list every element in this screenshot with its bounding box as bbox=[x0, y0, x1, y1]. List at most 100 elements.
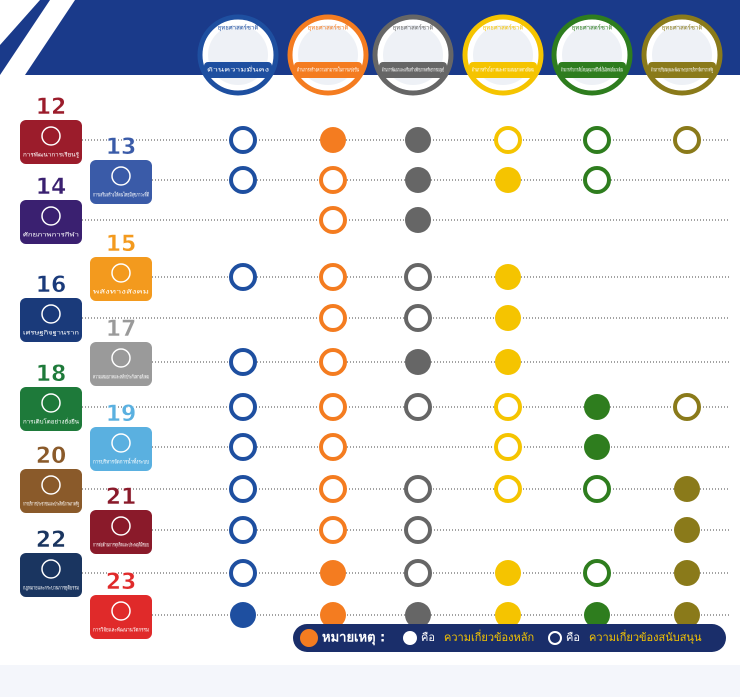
row-tile bbox=[20, 469, 82, 513]
row-number: 23 bbox=[106, 570, 137, 595]
dot-support bbox=[229, 393, 257, 421]
row-number: 20 bbox=[36, 444, 67, 469]
dot-support bbox=[319, 304, 347, 332]
row-number: 14 bbox=[36, 175, 67, 200]
dot-support bbox=[319, 166, 347, 194]
dot-main bbox=[320, 560, 346, 586]
row-icon bbox=[41, 304, 61, 324]
emblem-ribbon bbox=[204, 62, 272, 78]
dot-support bbox=[229, 126, 257, 154]
row-label: การต่อต้านการทุจริตและประพฤติมิชอบ bbox=[93, 542, 149, 549]
row-label: กฎหมายและกระบวนการยุติธรรม bbox=[23, 585, 79, 592]
row-icon bbox=[111, 263, 131, 283]
dot-support bbox=[404, 516, 432, 544]
row-tile bbox=[20, 387, 82, 431]
dot-support bbox=[404, 263, 432, 291]
dot-support bbox=[494, 475, 522, 503]
emblem-label: ด้านการพัฒนาและเสริมสร้างศักยภาพทรัพยากร… bbox=[382, 67, 444, 74]
emblem-tag: ยุทธศาสตร์ชาติ bbox=[393, 24, 434, 32]
dot-support bbox=[673, 126, 701, 154]
dot-main bbox=[495, 560, 521, 586]
dot-main bbox=[495, 305, 521, 331]
row-number: 13 bbox=[106, 135, 137, 160]
row-icon bbox=[41, 126, 61, 146]
row-label: การบริการประชาชนและประสิทธิภาพภาครัฐ bbox=[23, 501, 79, 508]
legend-main-is: คือ bbox=[421, 631, 435, 644]
dot-support bbox=[583, 126, 611, 154]
dot-support bbox=[229, 263, 257, 291]
row-label: การพัฒนาการเรียนรู้ bbox=[23, 152, 79, 159]
row-tile bbox=[20, 120, 82, 164]
header-stripe bbox=[0, 0, 40, 45]
row-tile bbox=[90, 342, 152, 386]
row-tile bbox=[20, 200, 82, 244]
dot-main bbox=[584, 602, 610, 628]
dot-support bbox=[319, 516, 347, 544]
dot-main bbox=[405, 127, 431, 153]
dot-main bbox=[230, 602, 256, 628]
row-icon bbox=[111, 601, 131, 621]
row-number: 15 bbox=[106, 232, 137, 257]
emblem-ribbon bbox=[294, 62, 362, 78]
dot-main bbox=[405, 349, 431, 375]
dot-main bbox=[674, 517, 700, 543]
emblem-label: ด้านการสร้างความสามารถในการแข่งขัน bbox=[297, 67, 359, 74]
emblem-label: ด้านความมั่นคง bbox=[207, 66, 270, 74]
row-label: การวิจัยและพัฒนานวัตกรรม bbox=[93, 627, 149, 634]
dot-support bbox=[229, 516, 257, 544]
row-icon bbox=[41, 393, 61, 413]
emblem-ribbon bbox=[558, 62, 626, 78]
dot-support bbox=[583, 475, 611, 503]
legend-bell bbox=[300, 629, 318, 647]
header-stripe bbox=[0, 0, 75, 75]
legend-box bbox=[293, 624, 726, 652]
dot-support bbox=[494, 433, 522, 461]
dot-support bbox=[229, 559, 257, 587]
emblem-tag: ยุทธศาสตร์ชาติ bbox=[308, 24, 349, 32]
row-label: พลังทางสังคม bbox=[93, 289, 150, 296]
emblem-label: ด้านการสร้างโอกาสและความเสมอภาคทางสังคม bbox=[472, 66, 534, 74]
row-number: 18 bbox=[36, 362, 67, 387]
dot-main bbox=[495, 167, 521, 193]
emblem-tag: ยุทธศาสตร์ชาติ bbox=[483, 24, 524, 32]
dot-support bbox=[404, 304, 432, 332]
row-tile bbox=[20, 553, 82, 597]
dot-support bbox=[404, 393, 432, 421]
row-icon bbox=[111, 348, 131, 368]
legend-title: หมายเหตุ : bbox=[322, 631, 385, 646]
dot-main bbox=[674, 560, 700, 586]
row-label: ศักยภาพการกีฬา bbox=[23, 232, 79, 239]
dot-support bbox=[229, 475, 257, 503]
dot-support bbox=[583, 559, 611, 587]
dot-main bbox=[674, 602, 700, 628]
dot-support bbox=[319, 475, 347, 503]
row-tile bbox=[20, 298, 82, 342]
dot-main bbox=[495, 349, 521, 375]
dot-support bbox=[673, 393, 701, 421]
emblem-ribbon bbox=[469, 62, 537, 78]
row-icon bbox=[41, 559, 61, 579]
row-label: การเติบโตอย่างยั่งยืน bbox=[23, 418, 79, 426]
dot-main bbox=[674, 476, 700, 502]
dot-support bbox=[319, 433, 347, 461]
dot-support bbox=[404, 559, 432, 587]
row-number: 22 bbox=[36, 528, 67, 553]
row-number: 12 bbox=[36, 95, 67, 120]
legend-main-dot bbox=[403, 631, 417, 645]
row-icon bbox=[41, 475, 61, 495]
legend-support-dot bbox=[548, 631, 562, 645]
legend-support-is: คือ bbox=[566, 631, 580, 644]
row-tile bbox=[90, 257, 152, 301]
row-tile bbox=[90, 160, 152, 204]
dot-support bbox=[319, 206, 347, 234]
row-icon bbox=[111, 516, 131, 536]
dot-main bbox=[405, 207, 431, 233]
dot-support bbox=[319, 393, 347, 421]
dot-support bbox=[229, 348, 257, 376]
row-number: 16 bbox=[36, 273, 67, 298]
row-label: การบริหารจัดการน้ำทั้งระบบ bbox=[93, 458, 149, 466]
row-icon bbox=[111, 166, 131, 186]
emblem-tag: ยุทธศาสตร์ชาติ bbox=[572, 24, 613, 32]
row-icon bbox=[41, 206, 61, 226]
